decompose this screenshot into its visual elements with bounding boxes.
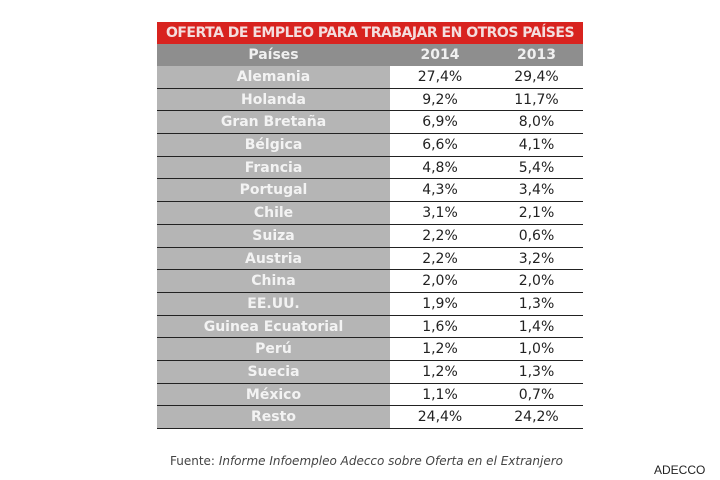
table-row: Gran Bretaña 6,9% 8,0% — [157, 111, 583, 135]
value-2013-cell: 3,4% — [518, 182, 555, 199]
table-row: China 2,0% 2,0% — [157, 270, 583, 293]
table-row: Francia 4,8% 5,4% — [157, 156, 583, 180]
value-2013-cell: 3,2% — [518, 250, 555, 267]
country-cell: Perú — [157, 338, 390, 360]
value-2013-cell: 29,4% — [514, 69, 559, 85]
value-2013-cell: 1,0% — [518, 341, 555, 358]
value-2014-cell: 2,2% — [422, 227, 458, 244]
table-row: Portugal 4,3% 3,4% — [157, 179, 583, 203]
table-row: Resto 24,4% 24,2% — [157, 406, 583, 429]
value-2013-cell: 11,7% — [514, 91, 559, 108]
source-label: Fuente: — [170, 454, 215, 468]
country-cell: Gran Bretaña — [157, 111, 390, 134]
value-2013-cell: 2,1% — [518, 205, 555, 222]
country-cell: Portugal — [157, 179, 390, 202]
value-2014-cell: 24,4% — [417, 409, 463, 426]
table-title: OFERTA DE EMPLEO PARA TRABAJAR EN OTROS … — [157, 22, 583, 44]
country-cell: EE.UU. — [157, 292, 390, 315]
value-2013-cell: 5,4% — [518, 159, 555, 176]
country-cell: Austria — [157, 247, 390, 270]
value-2013-cell: 1,4% — [518, 318, 555, 335]
value-2014-cell: 2,2% — [422, 250, 458, 267]
table-header: Países 2014 2013 — [157, 44, 583, 66]
country-cell: Holanda — [157, 88, 390, 111]
value-2013-cell: 1,3% — [518, 295, 555, 312]
table-row: Perú 1,2% 1,0% — [157, 338, 583, 361]
value-2014-cell: 1,9% — [422, 295, 458, 312]
table-row: Bélgica 6,6% 4,1% — [157, 134, 583, 157]
value-2014-cell: 6,9% — [422, 114, 458, 131]
table-row: Suiza 2,2% 0,6% — [157, 224, 583, 248]
country-cell: Francia — [157, 156, 390, 179]
country-cell: Bélgica — [157, 134, 390, 156]
header-2014: 2014 — [420, 47, 460, 63]
country-cell: Suecia — [157, 360, 390, 383]
value-2013-cell: 0,7% — [518, 386, 555, 403]
table-row: Chile 3,1% 2,1% — [157, 202, 583, 225]
value-2014-cell: 1,2% — [422, 341, 458, 358]
value-2013-cell: 4,1% — [518, 137, 555, 154]
table-row: Alemania 27,4% 29,4% — [157, 66, 583, 89]
table-row: Austria 2,2% 3,2% — [157, 247, 583, 271]
country-cell: Guinea Ecuatorial — [157, 315, 390, 338]
header-2013: 2013 — [517, 47, 556, 63]
value-2013-cell: 2,0% — [518, 273, 555, 290]
value-2014-cell: 1,2% — [422, 363, 458, 380]
value-2014-cell: 27,4% — [417, 69, 463, 85]
source-note: Fuente: Informe Infoempleo Adecco sobre … — [170, 454, 563, 468]
country-cell: Resto — [157, 406, 390, 428]
country-cell: Suiza — [157, 224, 390, 247]
table-row: México 1,1% 0,7% — [157, 383, 583, 407]
value-2014-cell: 1,1% — [422, 386, 458, 403]
country-cell: México — [157, 383, 390, 406]
value-2014-cell: 9,2% — [422, 91, 458, 108]
country-cell: Alemania — [157, 66, 390, 88]
value-2014-cell: 6,6% — [422, 137, 458, 154]
value-2014-cell: 4,8% — [422, 159, 458, 176]
table-row: Holanda 9,2% 11,7% — [157, 88, 583, 112]
source-text: Informe Infoempleo Adecco sobre Oferta e… — [218, 454, 563, 468]
country-cell: China — [157, 270, 390, 292]
value-2014-cell: 4,3% — [422, 182, 458, 199]
employment-table: OFERTA DE EMPLEO PARA TRABAJAR EN OTROS … — [157, 22, 583, 429]
country-cell: Chile — [157, 202, 390, 224]
value-2014-cell: 3,1% — [422, 205, 458, 222]
value-2014-cell: 2,0% — [422, 273, 458, 290]
table-row: Suecia 1,2% 1,3% — [157, 360, 583, 384]
table-body: Alemania 27,4% 29,4% Holanda 9,2% 11,7% Gran B… — [157, 66, 583, 429]
table-row: EE.UU. 1,9% 1,3% — [157, 292, 583, 316]
value-2013-cell: 1,3% — [518, 363, 555, 380]
value-2013-cell: 0,6% — [518, 227, 555, 244]
header-countries: Países — [248, 47, 299, 63]
image-credit: ADECCO — [654, 463, 706, 477]
value-2013-cell: 24,2% — [514, 409, 559, 426]
value-2014-cell: 1,6% — [422, 318, 458, 335]
table-row: Guinea Ecuatorial 1,6% 1,4% — [157, 315, 583, 339]
value-2013-cell: 8,0% — [518, 114, 555, 131]
